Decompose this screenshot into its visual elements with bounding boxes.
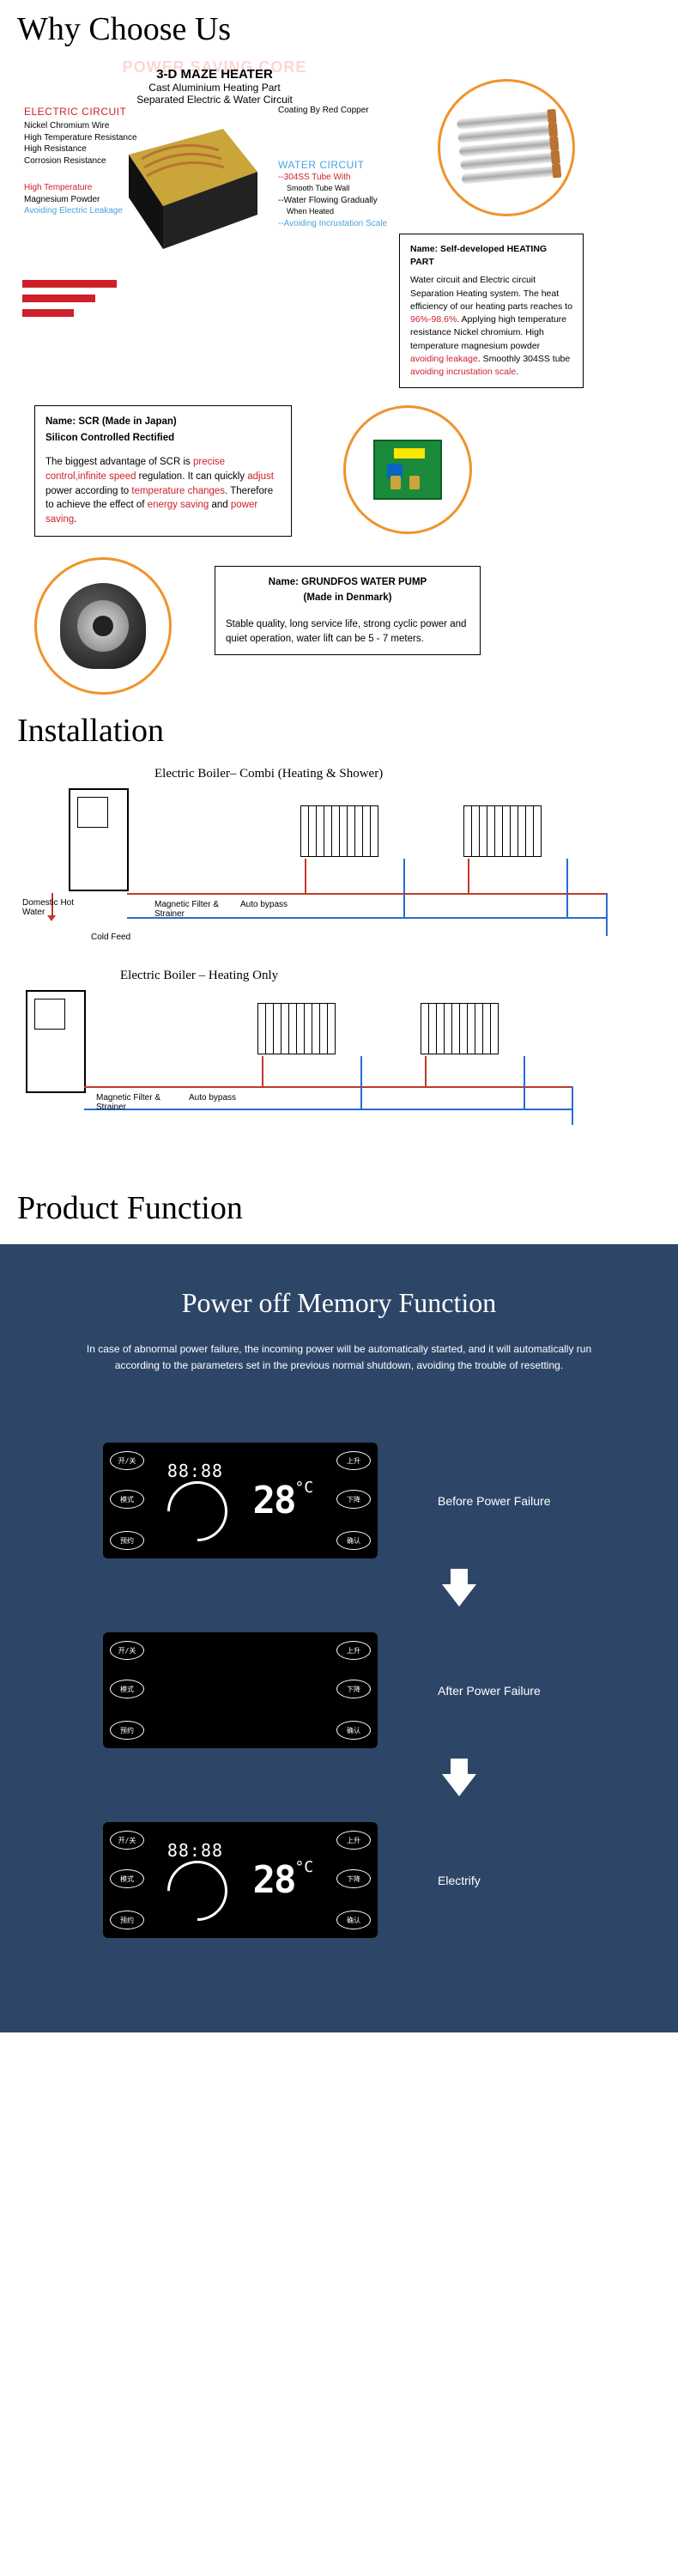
lcd-unit: °C: [294, 1479, 313, 1497]
right-l1: --304SS Tube With: [278, 173, 350, 182]
lcd-btn-icon: 预约: [110, 1531, 144, 1550]
power-memory-section: Power off Memory Function In case of abn…: [0, 1244, 678, 2032]
lcd-btn-icon: 确认: [336, 1911, 371, 1929]
lbl-bypass-2: Auto bypass: [189, 1093, 236, 1103]
lcd-btn-icon: 模式: [110, 1490, 144, 1509]
lbl-cold: Cold Feed: [91, 933, 130, 942]
maze-title-block: POWER SAVING CORE 3-D MAZE HEATER Cast A…: [120, 58, 309, 106]
down-arrow-icon: [442, 1774, 476, 1796]
pump-box-text: Stable quality, long service life, stron…: [226, 617, 469, 646]
right-l1b: Smooth Tube Wall: [287, 184, 349, 192]
lbl-dhw: Domestic Hot Water: [22, 898, 74, 917]
heater-device-illustration: [120, 120, 266, 258]
lcd-btn-icon: 模式: [110, 1680, 144, 1698]
lcd-unit: °C: [294, 1858, 313, 1876]
lcd-btn-icon: 开/关: [110, 1831, 144, 1850]
radiator-1: [300, 805, 412, 857]
heating-part-infobox: Name: Self-developed HEATING PART Water …: [399, 234, 584, 388]
right-top: Coating By Red Copper: [278, 106, 369, 115]
lcd-btn-icon: 模式: [110, 1869, 144, 1888]
scr-row: Name: SCR (Made in Japan) Silicon Contro…: [0, 405, 678, 537]
pf-label-before: Before Power Failure: [438, 1494, 575, 1508]
lcd-clock: 88:88: [167, 1461, 227, 1481]
pump-photo-circle: [34, 557, 172, 695]
pf-desc: In case of abnormal power failure, the i…: [64, 1341, 614, 1374]
lcd-btn-icon: 下降: [336, 1869, 371, 1888]
lcd-btn-icon: 下降: [336, 1490, 371, 1509]
pf-label-electrify: Electrify: [438, 1874, 575, 1887]
diagram1-title: Electric Boiler– Combi (Heating & Shower…: [154, 767, 661, 781]
lbl-filter: Magnetic Filter & Strainer: [154, 900, 219, 919]
heating-box-name: Name: Self-developed HEATING PART: [410, 243, 572, 269]
right-l2b: When Heated: [287, 207, 334, 216]
diagram2-title: Electric Boiler – Heating Only: [120, 969, 661, 983]
right-l2: --Water Flowing Gradually: [278, 196, 378, 205]
radiator-4: [421, 1003, 532, 1054]
lcd-btn-icon: 上升: [336, 1451, 371, 1470]
pump-illustration: [60, 583, 146, 669]
lcd-after: 开/关 模式 预约 上升 下降 确认 00: [103, 1632, 378, 1748]
lcd-btn-icon: 上升: [336, 1641, 371, 1660]
decorative-red-bars: [22, 280, 117, 324]
pump-infobox: Name: GRUNDFOS WATER PUMP (Made in Denma…: [215, 566, 481, 656]
maze-right-labels: Coating By Red Copper WATER CIRCUIT --30…: [278, 105, 387, 229]
lcd-temp: 28: [252, 1479, 294, 1522]
lbl-bypass: Auto bypass: [240, 900, 288, 909]
lcd-btn-icon: 确认: [336, 1721, 371, 1740]
lbl-filter-2: Magnetic Filter & Strainer: [96, 1093, 160, 1112]
down-arrow-icon: [442, 1584, 476, 1607]
maze-t2: Cast Aluminium Heating Part: [120, 82, 309, 94]
pf-row-electrify: 开/关 模式 预约 上升 下降 确认 88:88 28°C Electrify: [34, 1822, 644, 1938]
lcd-btn-icon: 下降: [336, 1680, 371, 1698]
lcd-btn-icon: 开/关: [110, 1451, 144, 1470]
heating-only-diagram: Magnetic Filter & Strainer Auto bypass: [17, 990, 661, 1136]
radiator-2: [463, 805, 575, 857]
installation-title: Installation: [17, 712, 678, 750]
scr-infobox: Name: SCR (Made in Japan) Silicon Contro…: [34, 405, 292, 537]
heating-box-text: Water circuit and Electric circuit Separ…: [410, 274, 572, 379]
pipes-illustration: [457, 111, 556, 184]
arrow-1: [34, 1584, 644, 1607]
maze-t3: Separated Electric & Water Circuit: [120, 94, 309, 106]
boiler-unit-2: [26, 990, 86, 1093]
pf-row-after: 开/关 模式 预约 上升 下降 确认 00 After Power Failur…: [34, 1632, 644, 1748]
product-function-title: Product Function: [17, 1189, 678, 1227]
pcb-illustration: [373, 440, 442, 500]
pump-name2: (Made in Denmark): [226, 591, 469, 605]
pf-label-after: After Power Failure: [438, 1684, 575, 1698]
lcd-btn-icon: 预约: [110, 1721, 144, 1740]
scr-name2: Silicon Controlled Rectified: [45, 431, 281, 446]
section-installation: Installation Electric Boiler– Combi (Hea…: [0, 712, 678, 1179]
pf-title: Power off Memory Function: [34, 1287, 644, 1319]
lcd-temp: 28: [252, 1858, 294, 1902]
maze-heater-diagram: POWER SAVING CORE 3-D MAZE HEATER Cast A…: [0, 53, 678, 319]
lcd-btn-icon: 预约: [110, 1911, 144, 1929]
combi-diagram: Domestic Hot Water Cold Feed Magnetic Fi…: [17, 788, 661, 951]
water-circuit-head: WATER CIRCUIT: [278, 158, 387, 172]
maze-t1: 3-D MAZE HEATER: [120, 67, 309, 82]
section-why-choose: Why Choose Us POWER SAVING CORE 3-D MAZE…: [0, 10, 678, 695]
lcd-clock: 88:88: [167, 1840, 227, 1861]
arrow-2: [34, 1774, 644, 1796]
pump-name1: Name: GRUNDFOS WATER PUMP: [226, 575, 469, 590]
lcd-electrify: 开/关 模式 预约 上升 下降 确认 88:88 28°C: [103, 1822, 378, 1938]
pump-row: Name: GRUNDFOS WATER PUMP (Made in Denma…: [0, 557, 678, 695]
lcd-btn-icon: 开/关: [110, 1641, 144, 1660]
pf-row-before: 开/关 模式 预约 上升 下降 确认 88:88 28°C Before Pow…: [34, 1443, 644, 1558]
scr-box-text: The biggest advantage of SCR is precise …: [45, 455, 281, 526]
why-choose-title: Why Choose Us: [17, 10, 678, 48]
electric-circuit-head: ELECTRIC CIRCUIT: [24, 105, 137, 118]
lcd-btn-icon: 上升: [336, 1831, 371, 1850]
radiator-3: [257, 1003, 369, 1054]
scr-photo-circle: [343, 405, 472, 534]
right-l3: --Avoiding Incrustation Scale: [278, 219, 387, 228]
lcd-btn-icon: 确认: [336, 1531, 371, 1550]
boiler-unit: [69, 788, 129, 891]
lcd-before: 开/关 模式 预约 上升 下降 确认 88:88 28°C: [103, 1443, 378, 1558]
heating-part-photo-circle: [438, 79, 575, 216]
scr-name1: Name: SCR (Made in Japan): [45, 415, 281, 429]
